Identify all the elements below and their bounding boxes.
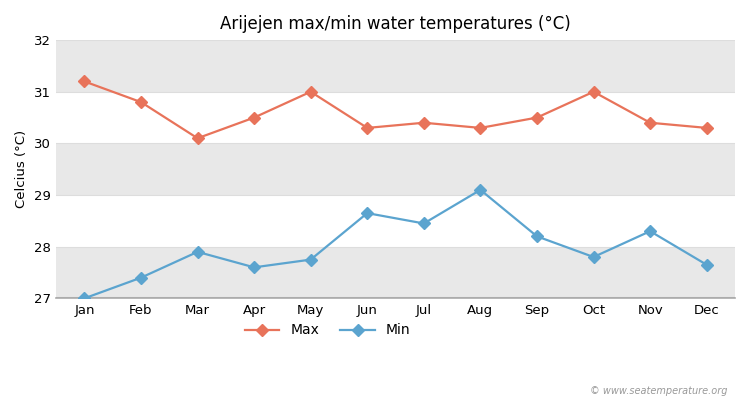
Bar — [56, 144, 735, 195]
Bar — [56, 247, 735, 298]
Bar — [56, 40, 735, 92]
Y-axis label: Celcius (°C): Celcius (°C) — [15, 130, 28, 208]
Legend: Max, Min: Max, Min — [239, 318, 416, 343]
Text: © www.seatemperature.org: © www.seatemperature.org — [590, 386, 728, 396]
Title: Arijejen max/min water temperatures (°C): Arijejen max/min water temperatures (°C) — [220, 15, 571, 33]
